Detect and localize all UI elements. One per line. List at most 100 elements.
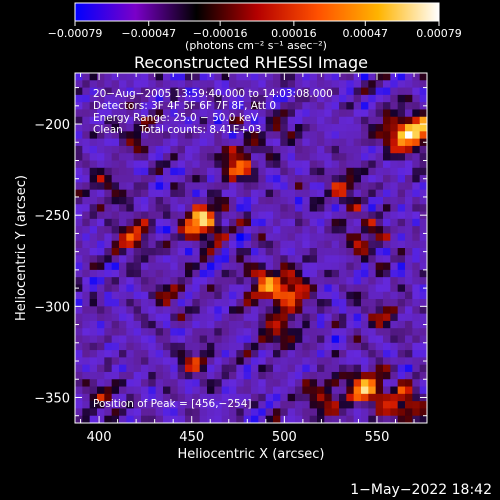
heatmap-cell [390,167,399,176]
heatmap-cell [397,116,406,125]
heatmap-cell [221,211,230,220]
heatmap-cell [185,196,193,205]
heatmap-cell [324,211,333,220]
heatmap-cell [229,167,237,176]
annotation-detectors: Detectors: 3F 4F 5F 6F 7F 8F, Att 0 [93,100,276,112]
heatmap-cell [192,102,201,110]
heatmap-cell [383,335,391,344]
heatmap-cell [397,124,406,132]
heatmap-cell [265,299,274,307]
heatmap-cell [89,248,98,256]
heatmap-cell [346,131,355,140]
heatmap-cell [383,401,391,409]
heatmap-cell [397,320,406,329]
heatmap-cell [111,80,120,88]
heatmap-cell [368,196,377,205]
heatmap-cell [133,393,142,402]
heatmap-cell [229,313,237,322]
heatmap-cell [214,138,223,147]
plot-frame [74,72,428,424]
heatmap-cell [214,335,223,344]
heatmap-cell [111,124,120,132]
heatmap-cell [243,277,252,285]
heatmap-cell [207,153,215,161]
heatmap-cell [280,357,289,366]
heatmap-cell [221,284,230,293]
heatmap-cell [185,182,193,191]
heatmap-cell [331,226,340,234]
heatmap-cell [375,102,384,110]
heatmap-cell [89,73,98,81]
heatmap-cell [192,379,201,387]
heatmap-cell [163,211,171,220]
heatmap-cell [133,357,142,366]
heatmap-cell [405,255,413,263]
heatmap-cell [229,364,237,373]
heatmap-cell [419,386,427,395]
heatmap-cell [229,299,237,307]
heatmap-cell [361,284,369,293]
heatmap-cell [331,160,340,169]
heatmap-cell [89,138,98,147]
heatmap-cell [192,240,201,249]
heatmap-cell [375,248,384,256]
heatmap-cell [133,408,142,417]
heatmap-cell [265,80,274,88]
heatmap-cell [368,87,377,96]
heatmap-cell [324,335,333,344]
heatmap-cell [126,364,135,373]
heatmap-cell [104,189,113,198]
heatmap-cell [339,357,347,366]
heatmap-cell [89,342,98,351]
heatmap-cell [163,94,171,103]
heatmap-cell [97,364,105,373]
heatmap-cell [243,364,252,373]
heatmap-cell [207,116,215,125]
heatmap-cell [368,364,377,373]
heatmap-cell [111,277,120,285]
heatmap-cell [295,357,303,366]
heatmap-cell [331,204,340,212]
heatmap-cell [75,94,83,103]
heatmap-cell [258,306,267,315]
heatmap-cell [163,189,171,198]
heatmap-cell [295,415,303,423]
heatmap-cell [368,313,377,322]
heatmap-cell [163,306,171,315]
heatmap-cell [383,255,391,263]
heatmap-cell [295,189,303,198]
heatmap-cell [104,204,113,212]
heatmap-cell [339,160,347,169]
heatmap-cell [104,299,113,307]
heatmap-cell [111,131,120,140]
heatmap-cell [412,386,421,395]
heatmap-cell [97,408,105,417]
heatmap-cell [104,386,113,395]
heatmap-cell [419,277,427,285]
heatmap-cell [75,116,83,125]
heatmap-cell [390,408,399,417]
heatmap-cell [353,189,362,198]
heatmap-cell [397,350,406,358]
heatmap-cell [229,269,237,278]
heatmap-cell [251,371,259,380]
heatmap-cell [207,371,215,380]
heatmap-cell [339,306,347,315]
heatmap-cell [207,401,215,409]
heatmap-cell [243,211,252,220]
heatmap-cell [412,94,421,103]
heatmap-cell [295,80,303,88]
heatmap-cell [317,408,325,417]
heatmap-cell [133,153,142,161]
heatmap-cell [361,291,369,300]
heatmap-cell [155,357,164,366]
heatmap-cell [405,116,413,125]
heatmap-cell [104,109,113,118]
heatmap-cell [104,364,113,373]
heatmap-cell [133,262,142,271]
heatmap-cell [317,342,325,351]
heatmap-cell [207,408,215,417]
heatmap-cell [397,189,406,198]
heatmap-cell [346,262,355,271]
heatmap-cell [317,109,325,118]
